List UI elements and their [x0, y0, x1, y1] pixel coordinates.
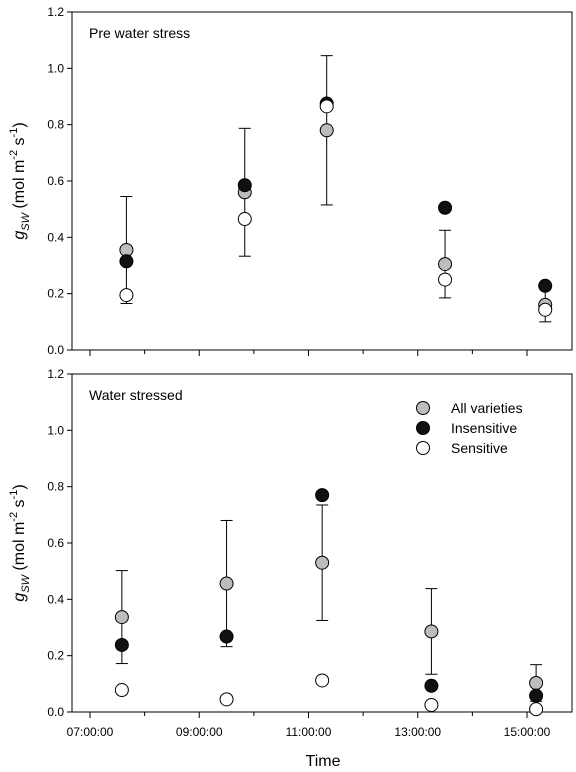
point-sensitive [114, 683, 129, 698]
y-axis-label-part: (mol m [11, 160, 28, 213]
x-tick-label: 09:00:00 [176, 725, 223, 739]
y-axis-label-part: s [11, 137, 28, 149]
point-sensitive [237, 212, 252, 227]
point-sensitive [219, 692, 234, 707]
plot-frame [71, 11, 573, 351]
y-axis-label-part: g [11, 231, 28, 240]
y-tick-label: 1.2 [47, 5, 64, 19]
panel-label: Water stressed [89, 387, 183, 403]
legend-marker [416, 441, 430, 455]
x-axis-label: Time [306, 753, 341, 770]
panel-label: Pre water stress [89, 25, 190, 41]
point-insensitive [119, 254, 134, 269]
y-tick-label: 0.8 [47, 118, 64, 132]
point-all-varieties [438, 257, 453, 272]
y-tick-label: 0.2 [47, 287, 64, 301]
legend-marker [416, 401, 430, 415]
y-axis-label-part: s [11, 499, 28, 511]
y-tick-label: 0.0 [47, 705, 64, 719]
y-tick-label: 0.4 [47, 592, 64, 606]
y-tick-label: 0.2 [47, 649, 64, 663]
y-tick-label: 0.4 [47, 230, 64, 244]
x-tick-label: 13:00:00 [394, 725, 441, 739]
y-axis-label-part: ) [11, 484, 28, 489]
point-all-varieties [424, 624, 439, 639]
y-tick-label: 0.6 [47, 536, 64, 550]
y-axis-label: gSW (mol m-2 s-1) [8, 484, 32, 601]
point-all-varieties [315, 555, 330, 570]
legend-label: Insensitive [451, 420, 517, 436]
panel-pre-water-stress: 0.0 0.2 0.4 0.6 0.8 1.0 1.2 gSW (mol m-2 s-1) Pr… [8, 5, 573, 357]
panel-water-stressed: 0.0 0.2 0.4 0.6 0.8 1.0 1.2 gSW (mol m-2 s-1) Wa… [8, 367, 573, 739]
y-axis-label-part: (mol m [11, 522, 28, 575]
point-sensitive [438, 272, 453, 287]
point-insensitive [424, 678, 439, 693]
point-sensitive [424, 697, 439, 712]
y-tick-label: 1.0 [47, 61, 64, 75]
point-insensitive [237, 178, 252, 193]
legend-marker [416, 421, 430, 435]
y-axis-label-part: -2 [8, 512, 20, 522]
y-tick-label: 0.0 [47, 343, 64, 357]
x-tick-label: 07:00:00 [67, 725, 114, 739]
y-axis-label-part: -1 [8, 490, 20, 500]
y-axis-label-part: g [11, 593, 28, 602]
y-axis-label-part: -1 [8, 128, 20, 138]
legend-label: All varieties [451, 400, 523, 416]
y-tick-label: 1.2 [47, 367, 64, 381]
point-insensitive [538, 278, 553, 293]
y-axis-label-part: -2 [8, 150, 20, 160]
point-sensitive [319, 99, 334, 114]
y-tick-label: 0.8 [47, 480, 64, 494]
y-axis-label-part: SW [20, 211, 32, 230]
point-sensitive [315, 673, 330, 688]
legend-label: Sensitive [451, 440, 508, 456]
x-tick-label: 15:00:00 [504, 725, 551, 739]
y-axis-label-part: SW [20, 573, 32, 592]
y-tick-label: 0.6 [47, 174, 64, 188]
point-all-varieties [114, 610, 129, 625]
point-insensitive [438, 200, 453, 215]
x-tick-label: 11:00:00 [286, 725, 332, 739]
y-axis-label-part: ) [11, 122, 28, 127]
y-tick-label: 1.0 [47, 423, 64, 437]
point-sensitive [119, 288, 134, 303]
point-insensitive [315, 488, 330, 503]
point-insensitive [529, 688, 544, 703]
point-insensitive [114, 637, 129, 652]
point-sensitive [529, 702, 544, 717]
point-all-varieties [219, 576, 234, 591]
point-insensitive [219, 629, 234, 644]
point-all-varieties [529, 675, 544, 690]
legend: All varieties Insensitive Sensitive [416, 400, 523, 456]
point-all-varieties [319, 123, 334, 138]
y-axis-label: gSW (mol m-2 s-1) [8, 122, 32, 239]
point-sensitive [538, 302, 553, 317]
